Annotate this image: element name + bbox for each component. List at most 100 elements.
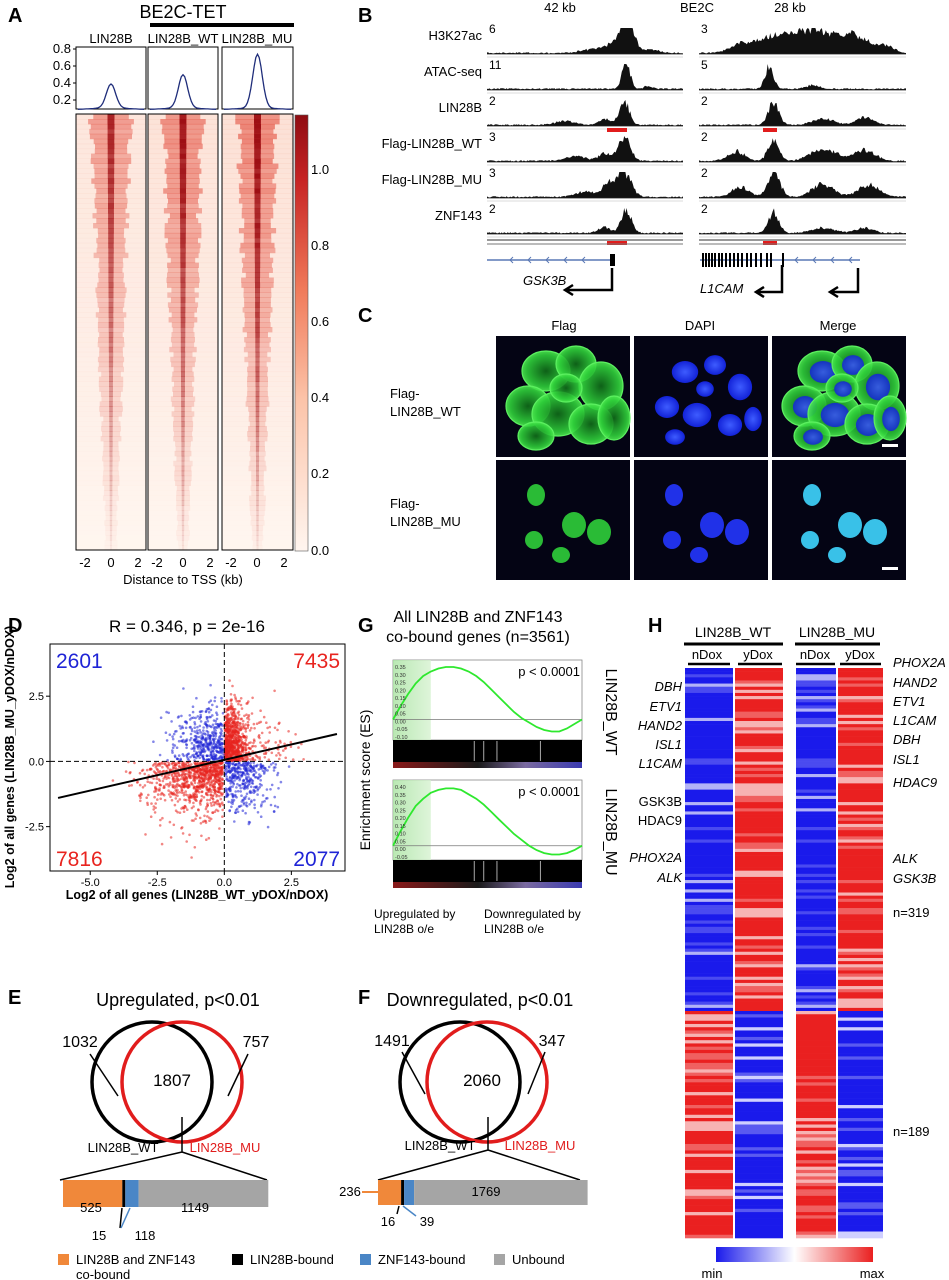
h-cell — [735, 1195, 783, 1200]
scatter-point — [266, 769, 269, 772]
h-cell — [685, 989, 733, 993]
h-cell — [838, 836, 883, 840]
heatmap-band — [105, 500, 117, 506]
scatter-point — [207, 836, 211, 840]
h-cell — [735, 808, 783, 812]
heatmap-core — [254, 228, 261, 234]
l1cam-exon — [760, 253, 762, 267]
heatmap-core — [109, 540, 112, 546]
h-cell — [796, 808, 836, 812]
scatter-point — [158, 771, 161, 774]
l1cam-exon — [721, 253, 723, 267]
h-cell — [685, 705, 733, 709]
h-cell — [796, 1134, 836, 1138]
scatter-point — [207, 710, 211, 714]
heatmap-core — [109, 401, 113, 407]
dapi-nucleus — [690, 547, 708, 563]
h-cell — [838, 1011, 883, 1015]
h-cell — [796, 767, 836, 772]
scatter-point — [249, 747, 252, 750]
scatter-point — [144, 833, 147, 836]
scatter-point — [200, 790, 204, 793]
h-cell — [685, 1208, 733, 1213]
l1cam-direction-arrow-2 — [827, 268, 860, 299]
scatter-point — [213, 770, 216, 773]
scatter-point — [200, 748, 204, 752]
heatmap-core — [255, 426, 260, 432]
scatter-point — [174, 797, 178, 800]
scatter-point — [181, 763, 185, 766]
scatter-point — [197, 768, 200, 771]
heatmap-band — [97, 327, 125, 333]
scatter-point — [226, 751, 229, 754]
scatter-point — [178, 798, 182, 801]
scatter-point — [209, 725, 212, 728]
h-cell — [685, 745, 733, 750]
gsea-ytick: 0.40 — [395, 785, 406, 791]
h-cell — [796, 1137, 836, 1142]
scatter-point — [231, 728, 234, 732]
h-cell — [685, 851, 733, 856]
scatter-point — [214, 774, 217, 778]
h-cell — [796, 1147, 836, 1151]
track-scale-left: 3 — [489, 130, 496, 144]
scatter-point — [242, 772, 245, 775]
heatmap-band — [174, 406, 192, 412]
profile-box — [147, 46, 219, 110]
scatter-point — [172, 732, 176, 736]
h-cell — [735, 1066, 783, 1070]
venn-f-leader-wt — [401, 1051, 426, 1095]
heatmap-band — [176, 500, 190, 506]
heatmap-core — [180, 302, 186, 308]
heatmap-core — [107, 148, 115, 155]
h-cell — [796, 1066, 836, 1070]
h-cell — [685, 792, 733, 797]
signal-profile — [699, 28, 906, 54]
scatter-point — [156, 798, 159, 801]
heatmap-band — [249, 495, 266, 501]
h-cell — [838, 1017, 883, 1022]
signal-profile — [699, 101, 906, 126]
h-cell — [796, 668, 836, 672]
h-cell — [838, 814, 883, 818]
heatmap-band — [102, 495, 120, 501]
scatter-point — [192, 772, 196, 775]
h-cell — [735, 1017, 783, 1022]
scatter-point — [175, 784, 179, 787]
h-cell — [838, 1218, 883, 1223]
heatmap-core — [255, 411, 260, 417]
heatmap-band — [244, 356, 271, 363]
h-cell — [796, 671, 836, 675]
scatter-point — [215, 746, 219, 749]
l1cam-exon — [725, 253, 727, 267]
scatter-point — [215, 705, 219, 708]
h-cell — [685, 964, 733, 968]
h-cell — [735, 1030, 783, 1034]
h-cell — [735, 827, 783, 831]
h-cell — [796, 1108, 836, 1112]
heatmap-core — [181, 421, 185, 427]
scatter-point — [184, 740, 187, 744]
h-cell — [735, 873, 783, 878]
h-cell — [838, 904, 883, 909]
heatmap-core — [256, 500, 259, 506]
scatter-point — [178, 811, 182, 814]
scatter-point — [259, 779, 263, 782]
heatmap-row — [222, 455, 293, 462]
panel-label-h: H — [648, 615, 662, 637]
scatter-point — [193, 726, 196, 729]
heatmap-core — [254, 257, 261, 264]
heatmap-row — [76, 406, 146, 412]
heatmap-band — [176, 455, 190, 462]
heatmap-core — [180, 262, 186, 268]
scatter-point — [245, 792, 249, 796]
heatmap-core — [181, 485, 185, 491]
scatter-xtick: -5.0 — [81, 877, 100, 889]
scatter-point — [184, 726, 188, 730]
scatter-point — [196, 754, 200, 758]
h-cell — [685, 1017, 733, 1022]
h-cell — [685, 823, 733, 828]
h-cell — [838, 933, 883, 937]
h-cell — [838, 805, 883, 809]
heatmap-core — [255, 351, 260, 358]
